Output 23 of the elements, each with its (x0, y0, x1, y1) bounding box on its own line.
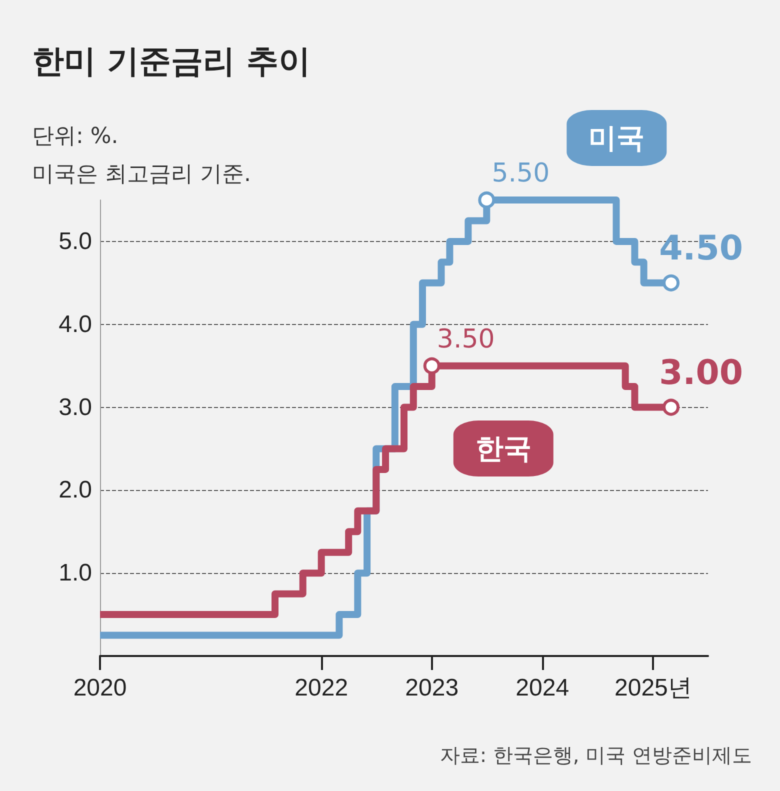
chart-title: 한미 기준금리 추이 (32, 41, 310, 82)
y-tick-label: 3.0 (58, 394, 92, 421)
data-label: 4.50 (659, 228, 744, 268)
y-tick-label: 5.0 (58, 228, 92, 255)
y-tick-label: 1.0 (58, 560, 92, 587)
point (478, 192, 496, 208)
data-label: 3.00 (659, 352, 744, 393)
text: 한국 (475, 433, 532, 464)
point (662, 274, 680, 292)
x-tick-label: 2024 (516, 674, 570, 702)
y-tick-label: 2.0 (58, 476, 92, 504)
y-tick-label: 4.0 (58, 310, 92, 338)
x-tick-label: 2023 (405, 674, 459, 702)
x-tick-label: 2025년 (614, 674, 692, 702)
data-label: 5.50 (492, 158, 550, 188)
series-label: 미국 (588, 122, 645, 154)
x-tick-label: 2022 (294, 674, 348, 702)
text: 자료: 한국은행, 미국 연방준비제도 (440, 742, 752, 769)
point (423, 357, 440, 374)
x-tick-label: 2020 (73, 674, 127, 702)
data-label: 3.50 (436, 324, 495, 354)
point (662, 398, 680, 416)
chart-subtitle: 단위: %. 미국은 최고금리 기준. (32, 123, 251, 189)
